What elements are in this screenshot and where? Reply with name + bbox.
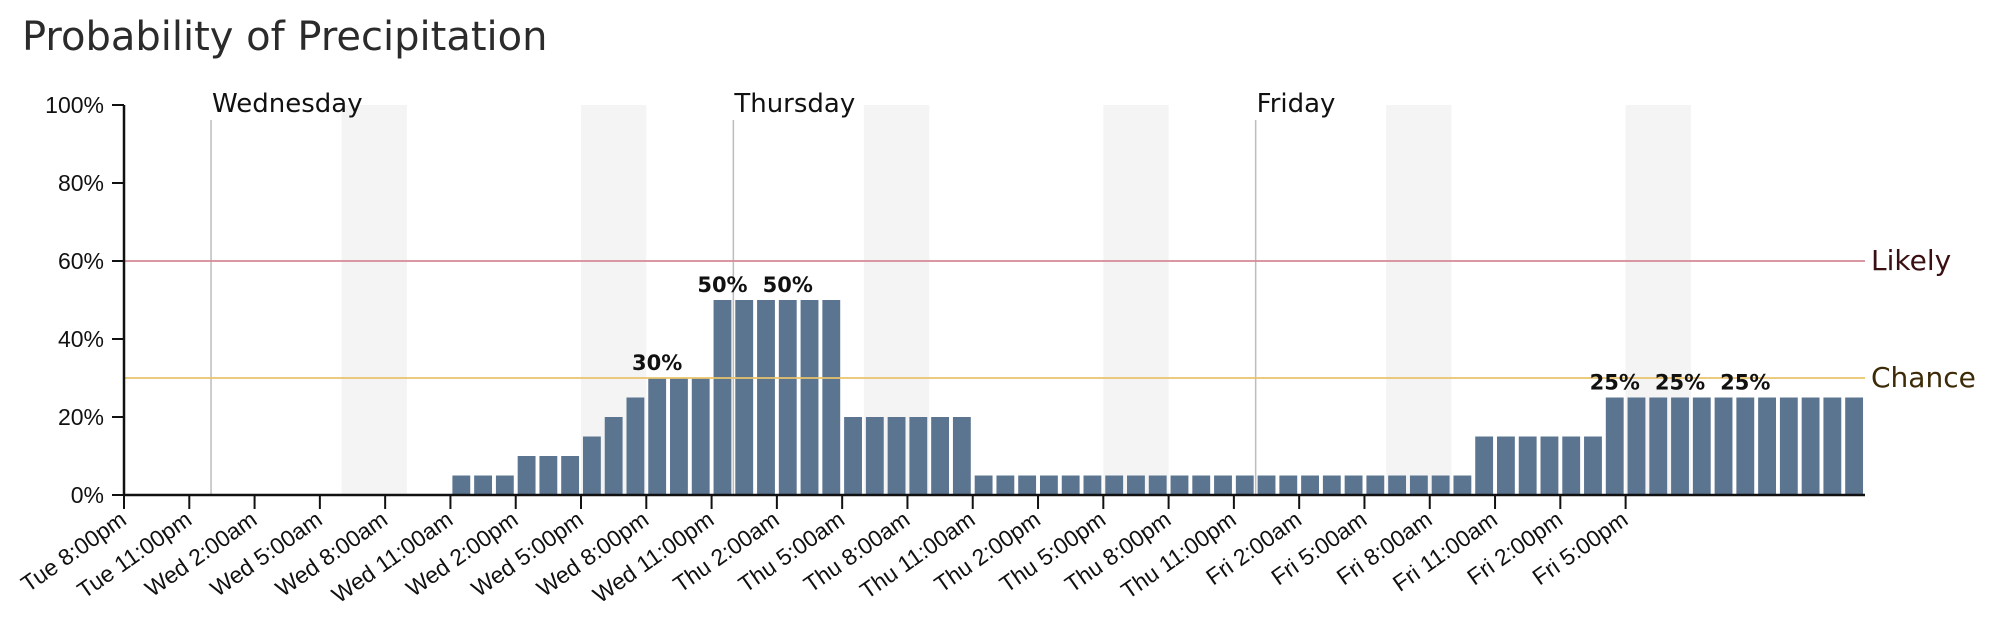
bar <box>1562 436 1581 495</box>
bar <box>691 378 710 495</box>
y-tick-label: 60% <box>58 248 104 274</box>
bar <box>1736 397 1755 495</box>
bar <box>1257 475 1276 495</box>
bar <box>1192 475 1211 495</box>
bar <box>1039 475 1058 495</box>
data-label: 50% <box>697 273 747 297</box>
bar <box>1496 436 1515 495</box>
bar <box>1475 436 1494 495</box>
bar <box>996 475 1015 495</box>
bar <box>1061 475 1080 495</box>
bar <box>1279 475 1298 495</box>
bar <box>757 300 775 495</box>
bar <box>1453 475 1472 495</box>
day-lines: Wednesday Thursday Friday <box>210 89 1336 495</box>
bar <box>931 417 950 495</box>
bar <box>1779 397 1798 495</box>
bar <box>517 456 536 495</box>
bar <box>1845 397 1864 495</box>
day-label: Friday <box>1257 89 1336 119</box>
bar <box>887 417 906 495</box>
data-labels: 30% 50% 50% 25% 25% 25% <box>632 273 1770 395</box>
bar <box>1692 397 1711 495</box>
bar <box>1214 475 1232 495</box>
y-tick-label: 0% <box>71 482 104 508</box>
bar <box>1627 397 1646 495</box>
y-tick-label: 80% <box>58 170 104 196</box>
day-label: Wednesday <box>212 89 363 119</box>
bar <box>1409 475 1428 495</box>
bar <box>909 417 928 495</box>
bar <box>844 417 862 495</box>
bar <box>778 300 797 495</box>
reference-label: Likely <box>1871 244 1951 277</box>
data-label: 25% <box>1590 371 1640 395</box>
bar <box>1301 475 1319 495</box>
bar <box>713 300 732 495</box>
night-band <box>1103 105 1169 495</box>
bar <box>1388 475 1407 495</box>
bar <box>1605 397 1624 495</box>
bar <box>1083 475 1102 495</box>
bar <box>1127 475 1145 495</box>
bar <box>1105 475 1124 495</box>
y-tick-label: 20% <box>58 404 104 430</box>
bar <box>865 417 884 495</box>
y-tick-label: 100% <box>45 92 104 118</box>
bar <box>1649 397 1668 495</box>
bar <box>952 417 971 495</box>
data-label: 25% <box>1655 371 1705 395</box>
night-bands <box>341 105 1691 495</box>
bar <box>452 475 471 495</box>
bar <box>1344 475 1363 495</box>
bar <box>474 475 493 495</box>
bar <box>1671 397 1689 495</box>
bar <box>1823 397 1842 495</box>
bar <box>1322 475 1341 495</box>
bar <box>1366 475 1385 495</box>
bar <box>1235 475 1254 495</box>
bar <box>539 456 558 495</box>
chart-title: Probability of Precipitation <box>22 14 548 60</box>
data-label: 50% <box>763 273 813 297</box>
bar <box>561 456 580 495</box>
reference-lines: Likely Chance <box>124 244 1976 394</box>
bar <box>735 300 754 495</box>
bar <box>822 300 841 495</box>
bar <box>670 378 688 495</box>
bar <box>974 475 993 495</box>
bar <box>1431 475 1450 495</box>
bar <box>1518 436 1537 495</box>
data-label: 25% <box>1720 371 1770 395</box>
bar <box>1170 475 1189 495</box>
bar <box>1540 436 1559 495</box>
bar <box>800 300 819 495</box>
bar <box>1801 397 1820 495</box>
reference-label: Chance <box>1871 361 1976 394</box>
y-tick-label: 40% <box>58 326 104 352</box>
bar <box>1148 475 1167 495</box>
bar <box>1758 397 1776 495</box>
bar <box>648 378 667 495</box>
bar <box>604 417 623 495</box>
bar <box>495 475 514 495</box>
night-band <box>341 105 407 495</box>
bar <box>626 397 645 495</box>
bar <box>1714 397 1733 495</box>
bar <box>1584 436 1602 495</box>
day-label: Thursday <box>733 89 855 119</box>
bar <box>1018 475 1037 495</box>
bars <box>452 300 1864 495</box>
bar <box>582 436 601 495</box>
data-label: 30% <box>632 351 682 375</box>
night-band <box>1386 105 1452 495</box>
